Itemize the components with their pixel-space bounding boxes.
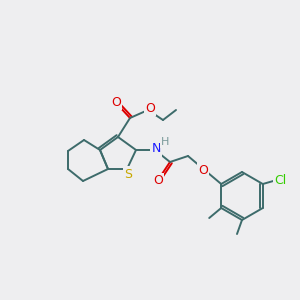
Text: S: S: [124, 167, 132, 181]
Text: O: O: [153, 175, 163, 188]
Text: H: H: [161, 137, 169, 147]
Text: N: N: [151, 142, 161, 155]
Text: Cl: Cl: [275, 173, 287, 187]
Text: O: O: [111, 95, 121, 109]
Text: O: O: [145, 101, 155, 115]
Text: O: O: [198, 164, 208, 176]
